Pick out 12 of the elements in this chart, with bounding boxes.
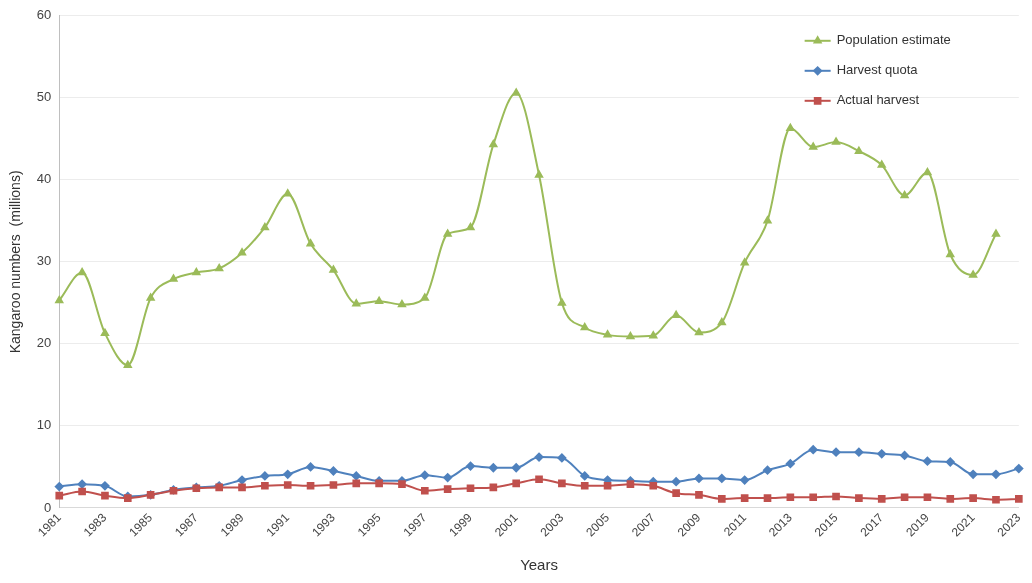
legend-label: Harvest quota bbox=[836, 62, 919, 78]
x-axis-title: Years bbox=[520, 556, 558, 574]
y-tick-label: 10 bbox=[36, 417, 52, 433]
y-tick-label: 20 bbox=[36, 335, 52, 351]
legend-label: Actual harvest bbox=[836, 92, 920, 108]
y-tick-label: 0 bbox=[44, 499, 52, 515]
y-axis-title: Kangaroo numbers (millions) bbox=[7, 170, 24, 354]
y-tick-label: 30 bbox=[36, 253, 52, 269]
y-tick-label: 40 bbox=[36, 171, 52, 187]
y-tick-label: 50 bbox=[36, 89, 52, 105]
y-tick-label: 60 bbox=[36, 7, 52, 23]
legend-label: Population estimate bbox=[836, 32, 951, 48]
